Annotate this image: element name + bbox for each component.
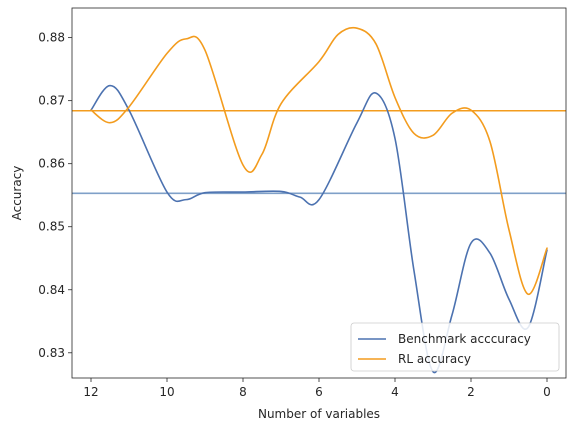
x-tick-label: 10 — [159, 385, 174, 399]
legend-label-0: Benchmark acccuracy — [398, 332, 531, 346]
x-tick-label: 12 — [83, 385, 98, 399]
x-tick-label: 4 — [391, 385, 399, 399]
y-tick-label: 0.85 — [38, 220, 65, 234]
x-tick-label: 0 — [543, 385, 551, 399]
y-axis-label: Accuracy — [10, 166, 24, 221]
x-tick-label: 8 — [239, 385, 247, 399]
legend: Benchmark acccuracy RL accuracy — [350, 322, 560, 372]
x-tick-label: 2 — [467, 385, 475, 399]
y-tick-label: 0.84 — [38, 283, 65, 297]
series-line-0 — [90, 84, 548, 374]
series-line-1 — [90, 26, 548, 295]
x-tick-label: 6 — [315, 385, 323, 399]
y-tick-label: 0.86 — [38, 157, 65, 171]
legend-label-1: RL accuracy — [398, 352, 471, 366]
legend-box — [350, 322, 560, 372]
x-axis-label: Number of variables — [258, 407, 380, 421]
y-tick-label: 0.87 — [38, 94, 65, 108]
y-tick-label: 0.88 — [38, 31, 65, 45]
y-tick-label: 0.83 — [38, 346, 65, 360]
